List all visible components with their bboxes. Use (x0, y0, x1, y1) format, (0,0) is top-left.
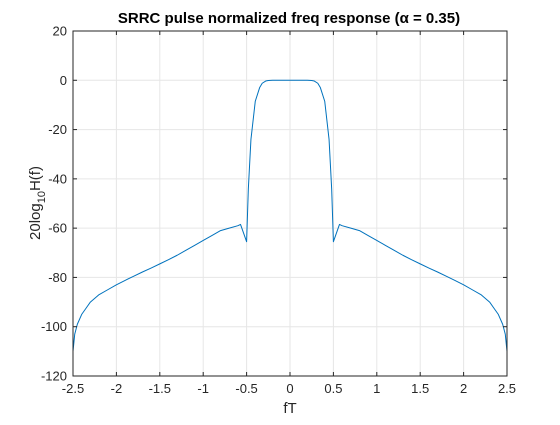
y-axis-label-tail: H(f) (27, 166, 44, 191)
y-tick-label: -100 (41, 319, 67, 334)
x-tick-label: -2 (111, 381, 123, 396)
y-tick-label: 20 (53, 24, 67, 39)
y-tick-label: -20 (48, 122, 67, 137)
x-tick-label: 0.5 (324, 381, 342, 396)
x-axis-label: fT (283, 400, 296, 417)
x-tick-label: -1.5 (149, 381, 171, 396)
x-tick-label: 0 (286, 381, 293, 396)
y-tick-label: -40 (48, 171, 67, 186)
x-tick-label: 1 (373, 381, 380, 396)
chart-title: SRRC pulse normalized freq response (α =… (118, 10, 460, 27)
x-tick-label: -1 (197, 381, 209, 396)
series-group (72, 79, 508, 352)
y-axis-label: 20log10H(f) (27, 166, 48, 240)
y-tick-label: -80 (48, 270, 67, 285)
y-tick-label: 0 (60, 73, 67, 88)
axes-box (72, 30, 508, 377)
series-line (72, 79, 508, 352)
x-tick-label: -2.5 (62, 381, 84, 396)
x-tick-label: 1.5 (411, 381, 429, 396)
y-tick-label: -60 (48, 221, 67, 236)
tick-labels: -2.5 -2 -1.5 -1 -0.5 0 0.5 1 1.5 2 2.5 -120 -100 -80 -… (41, 24, 516, 397)
x-tick-label: 2.5 (498, 381, 516, 396)
y-axis-label-base: 20log (27, 203, 44, 240)
x-tick-label: 2 (460, 381, 467, 396)
y-tick-label: -120 (41, 369, 67, 384)
x-tick-label: -0.5 (235, 381, 257, 396)
y-axis-label-subscript: 10 (36, 191, 48, 203)
